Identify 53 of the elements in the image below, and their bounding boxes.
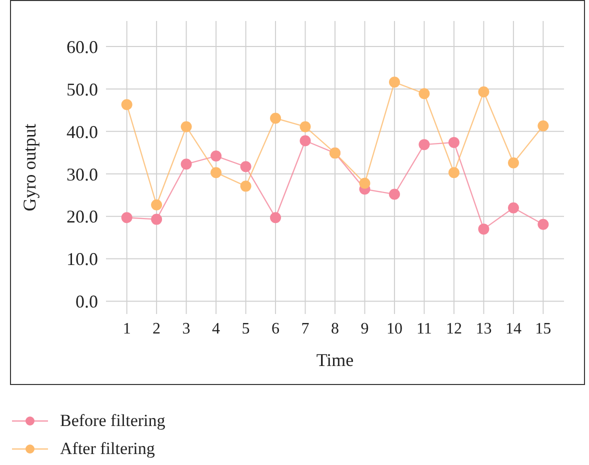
y-tick-label: 50.0 (66, 79, 98, 100)
point (418, 139, 430, 150)
point (538, 218, 549, 230)
point (180, 158, 192, 170)
point (508, 157, 519, 168)
x-axis-title: Time (316, 350, 354, 370)
y-tick-label: 20.0 (66, 206, 98, 227)
x-tick-label: 6 (272, 320, 280, 338)
point (121, 99, 132, 110)
x-tick-label: 12 (446, 320, 462, 338)
x-tick-label: 8 (331, 320, 339, 338)
y-tick-label: 0.0 (76, 292, 98, 312)
x-tick-label: 9 (360, 320, 369, 338)
point (210, 150, 222, 162)
x-tick-label: 3 (182, 320, 190, 338)
x-tick-label: 15 (535, 320, 552, 338)
point (538, 120, 549, 132)
x-tick-label: 14 (505, 320, 522, 338)
x-tick-label: 13 (476, 320, 492, 338)
x-tick-label: 1 (122, 320, 131, 338)
point (121, 212, 132, 224)
point (270, 112, 282, 124)
legend-label: Before filtering (60, 411, 166, 431)
point (270, 212, 282, 224)
y-axis-title: Gyro output (19, 124, 40, 212)
x-tick-label: 4 (212, 320, 220, 338)
x-tick-label: 11 (416, 320, 432, 338)
point (359, 178, 370, 189)
point (508, 202, 519, 214)
point (210, 167, 222, 178)
point (151, 199, 162, 210)
point (418, 88, 430, 100)
point (478, 224, 490, 235)
legend-label: After filtering (60, 439, 155, 459)
point (151, 214, 162, 225)
point (300, 121, 311, 132)
point (448, 167, 460, 178)
x-tick-label: 2 (152, 320, 161, 338)
y-tick-label: 30.0 (66, 164, 98, 184)
point (240, 180, 252, 192)
x-tick-label: 7 (301, 320, 310, 338)
x-tick-label: 10 (386, 320, 402, 338)
point (388, 76, 400, 88)
point (478, 86, 490, 98)
point (180, 121, 192, 132)
y-tick-label: 10.0 (66, 249, 98, 270)
point (448, 136, 460, 148)
x-tick-label: 5 (242, 320, 250, 338)
point (300, 135, 311, 146)
point (388, 188, 400, 200)
y-tick-label: 40.0 (66, 122, 98, 142)
y-tick-label: 60.0 (66, 36, 98, 57)
point (240, 161, 252, 172)
